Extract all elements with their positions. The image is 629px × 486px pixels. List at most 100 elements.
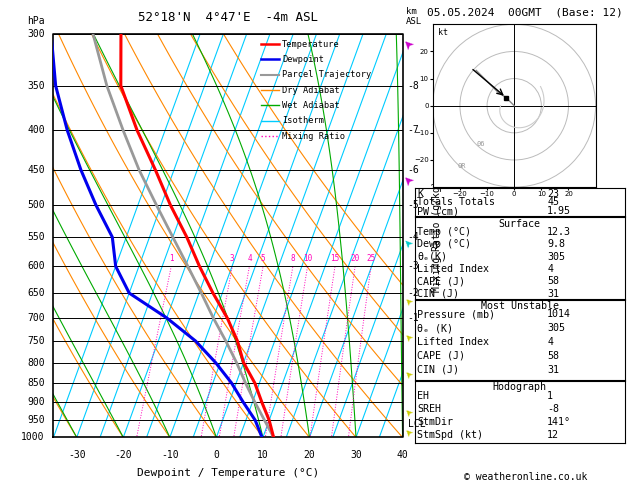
Text: 05.05.2024  00GMT  (Base: 12): 05.05.2024 00GMT (Base: 12)	[427, 7, 623, 17]
Text: Totals Totals: Totals Totals	[417, 197, 495, 207]
Text: 800: 800	[27, 358, 45, 367]
Text: 20: 20	[304, 451, 315, 460]
Text: Dry Adiabat: Dry Adiabat	[282, 86, 340, 95]
Text: Most Unstable: Most Unstable	[481, 301, 559, 311]
Text: 550: 550	[27, 232, 45, 242]
Text: 30: 30	[350, 451, 362, 460]
Text: CAPE (J): CAPE (J)	[417, 351, 465, 361]
Text: 700: 700	[27, 313, 45, 323]
Text: 1000: 1000	[21, 433, 45, 442]
Text: 10: 10	[257, 451, 269, 460]
Text: 31: 31	[547, 365, 559, 375]
Text: © weatheronline.co.uk: © weatheronline.co.uk	[464, 472, 587, 482]
Text: 8: 8	[291, 255, 295, 263]
Text: 600: 600	[27, 261, 45, 271]
Text: 1: 1	[547, 391, 554, 400]
Text: 900: 900	[27, 397, 45, 407]
Text: 141°: 141°	[547, 417, 571, 427]
Text: Mixing Ratio (g/kg): Mixing Ratio (g/kg)	[433, 180, 442, 292]
Text: 1014: 1014	[547, 310, 571, 319]
Text: kt: kt	[438, 28, 448, 37]
Text: -10: -10	[161, 451, 179, 460]
Text: -8: -8	[547, 404, 559, 414]
Text: CIN (J): CIN (J)	[417, 365, 459, 375]
Text: SREH: SREH	[417, 404, 441, 414]
Text: -4: -4	[408, 232, 420, 242]
Text: 400: 400	[27, 125, 45, 136]
Text: 650: 650	[27, 288, 45, 298]
Text: Temperature: Temperature	[282, 39, 340, 49]
Text: ➤: ➤	[401, 293, 414, 305]
Text: Hodograph: Hodograph	[493, 382, 547, 392]
Text: 0R: 0R	[457, 163, 465, 169]
Text: hPa: hPa	[27, 16, 45, 26]
Text: PW (cm): PW (cm)	[417, 206, 459, 216]
Text: 06: 06	[476, 141, 485, 147]
Text: Lifted Index: Lifted Index	[417, 264, 489, 274]
Text: Isotherm: Isotherm	[282, 116, 324, 125]
Text: ➤: ➤	[401, 404, 414, 417]
Text: 305: 305	[547, 252, 565, 261]
Text: ➤: ➤	[401, 329, 414, 342]
Text: -8: -8	[408, 81, 420, 91]
Text: 850: 850	[27, 378, 45, 388]
Text: 950: 950	[27, 415, 45, 425]
Text: 9.8: 9.8	[547, 239, 565, 249]
Text: Surface: Surface	[499, 219, 541, 228]
Text: 300: 300	[27, 29, 45, 39]
Text: θₑ (K): θₑ (K)	[417, 323, 453, 333]
Text: ➤: ➤	[401, 234, 415, 247]
Text: ➤: ➤	[401, 424, 414, 436]
Text: 1.95: 1.95	[547, 206, 571, 216]
Text: CAPE (J): CAPE (J)	[417, 277, 465, 286]
Text: -3: -3	[408, 261, 420, 271]
Text: 12.3: 12.3	[547, 227, 571, 237]
Text: 500: 500	[27, 200, 45, 210]
Text: Temp (°C): Temp (°C)	[417, 227, 471, 237]
Text: StmSpd (kt): StmSpd (kt)	[417, 430, 483, 440]
Text: -5: -5	[408, 200, 420, 210]
Text: Pressure (mb): Pressure (mb)	[417, 310, 495, 319]
Text: 5: 5	[261, 255, 265, 263]
Text: 45: 45	[547, 197, 559, 207]
Text: 1: 1	[169, 255, 174, 263]
Text: 15: 15	[330, 255, 340, 263]
Text: -6: -6	[408, 165, 420, 175]
Text: 52°18'N  4°47'E  -4m ASL: 52°18'N 4°47'E -4m ASL	[138, 11, 318, 24]
Text: 3: 3	[230, 255, 235, 263]
Text: Mixing Ratio: Mixing Ratio	[282, 132, 345, 140]
Text: 4: 4	[547, 264, 554, 274]
Text: Parcel Trajectory: Parcel Trajectory	[282, 70, 371, 79]
Text: StmDir: StmDir	[417, 417, 453, 427]
Text: 4: 4	[247, 255, 252, 263]
Text: 58: 58	[547, 277, 559, 286]
Text: Dewpoint / Temperature (°C): Dewpoint / Temperature (°C)	[137, 468, 319, 478]
Text: LCL: LCL	[408, 419, 425, 430]
Text: -20: -20	[114, 451, 132, 460]
Text: θₑ(K): θₑ(K)	[417, 252, 447, 261]
Text: K: K	[417, 189, 423, 199]
Text: -1: -1	[408, 313, 420, 323]
Text: Dewp (°C): Dewp (°C)	[417, 239, 471, 249]
Text: 58: 58	[547, 351, 559, 361]
Text: 450: 450	[27, 165, 45, 175]
Text: 4: 4	[547, 337, 554, 347]
Text: 750: 750	[27, 336, 45, 346]
Text: 10: 10	[303, 255, 312, 263]
Text: 350: 350	[27, 81, 45, 91]
Text: ➤: ➤	[399, 33, 416, 50]
Text: 12: 12	[547, 430, 559, 440]
Text: -7: -7	[408, 125, 420, 136]
Text: km
ASL: km ASL	[406, 6, 422, 26]
Text: ➤: ➤	[399, 169, 416, 186]
Text: Wet Adiabat: Wet Adiabat	[282, 101, 340, 110]
Text: 305: 305	[547, 323, 565, 333]
Text: ➤: ➤	[401, 365, 414, 378]
Text: 23: 23	[547, 189, 559, 199]
Text: Dewpoint: Dewpoint	[282, 55, 324, 64]
Text: 31: 31	[547, 289, 559, 299]
Text: 25: 25	[367, 255, 376, 263]
Text: EH: EH	[417, 391, 429, 400]
Text: 0: 0	[213, 451, 220, 460]
Text: CIN (J): CIN (J)	[417, 289, 459, 299]
